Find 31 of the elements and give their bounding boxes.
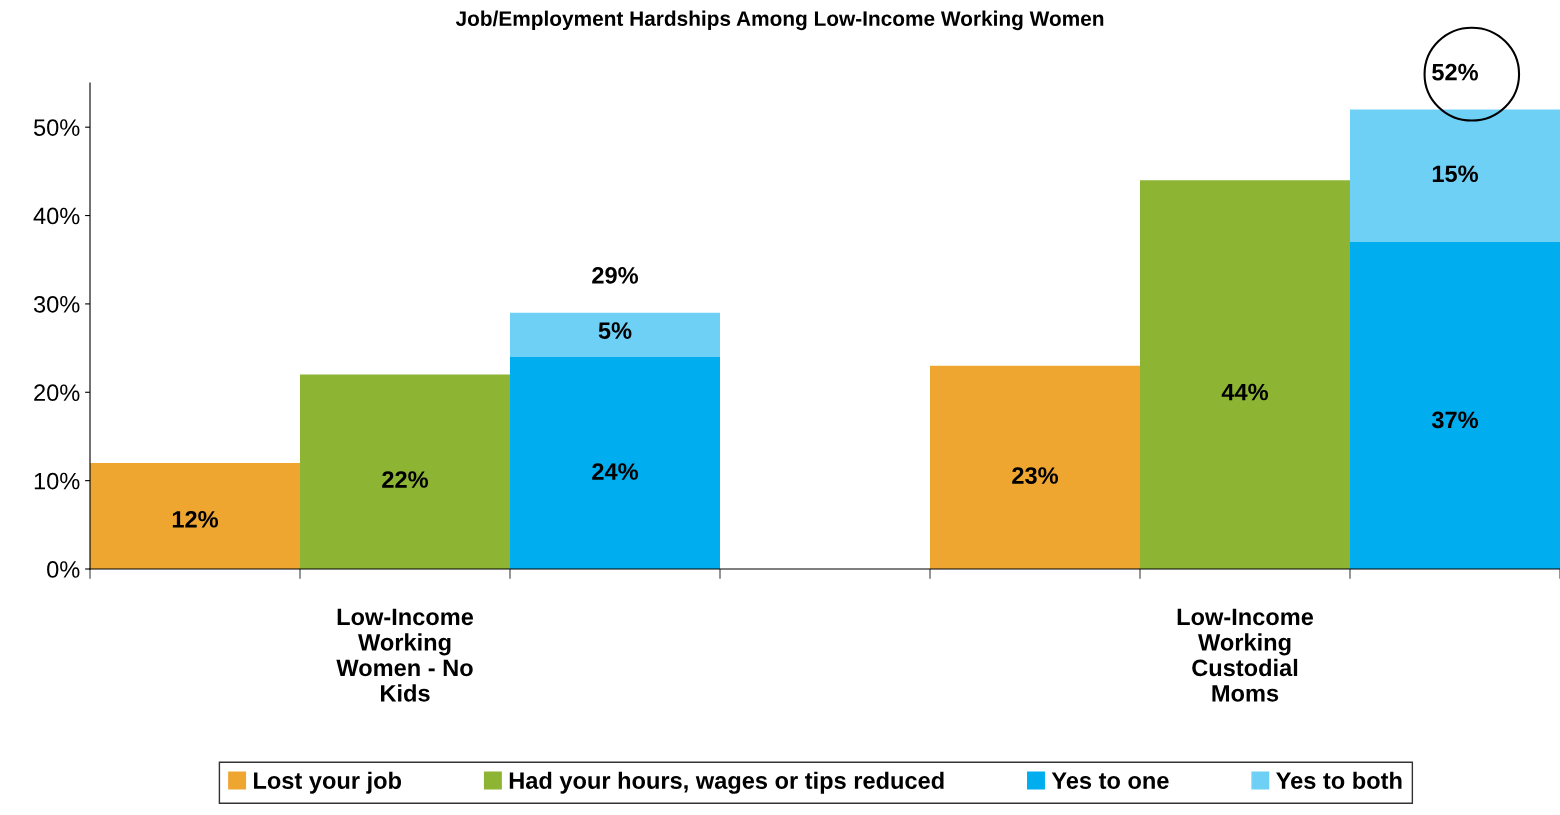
data-label: 5% <box>598 322 632 339</box>
bar <box>930 365 1140 569</box>
legend-label: Lost your job <box>254 771 402 794</box>
bar <box>510 312 720 357</box>
bar <box>90 462 300 569</box>
y-tick-label: 50% <box>33 119 80 136</box>
data-label: 12% <box>172 510 219 528</box>
data-label: 22% <box>382 471 429 488</box>
data-label: 37% <box>1431 411 1479 429</box>
y-tick-label: 10% <box>34 472 80 490</box>
bar <box>510 356 720 569</box>
y-tick-label: 30% <box>33 295 80 313</box>
legend-label: Had your hours, wages or tips reduced <box>509 771 944 794</box>
bar <box>300 374 510 569</box>
data-label: 24% <box>592 463 639 480</box>
chart-title: Job/Employment Hardships Among Low-Income Working Women <box>455 10 1104 31</box>
x-tick-label: Low-Income Working Custodial Moms <box>1177 608 1314 702</box>
legend-label: Yes to both <box>1276 771 1402 789</box>
total-label: 29% <box>592 267 639 284</box>
x-tick-label: Low-Income Working Women - No Kids <box>336 608 474 702</box>
data-label: 44% <box>1221 383 1269 401</box>
legend-label: Yes to one <box>1051 772 1169 789</box>
bar <box>1140 180 1350 569</box>
data-label: 23% <box>1012 467 1059 484</box>
y-tick-label: 20% <box>34 384 80 402</box>
y-tick-label: 0% <box>47 561 80 578</box>
data-label: 15% <box>1432 165 1479 183</box>
y-tick-label: 40% <box>33 207 80 225</box>
total-label: 52% <box>1432 63 1479 81</box>
bar <box>1350 109 1560 243</box>
bar <box>1350 242 1560 569</box>
